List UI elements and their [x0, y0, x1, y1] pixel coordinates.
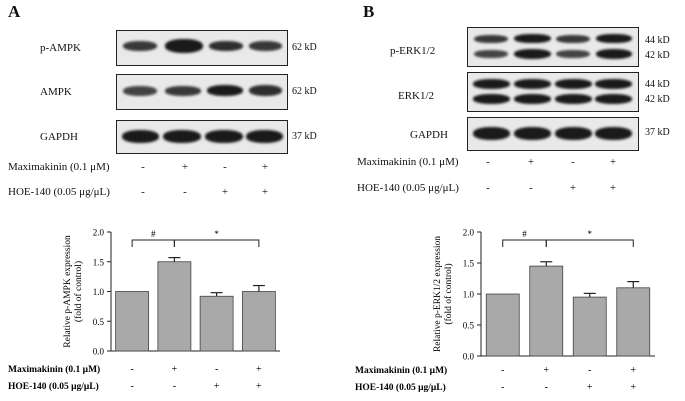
bar — [616, 287, 651, 357]
bar-chart-p-ampk: 0.0 0.5 1.0 1.5 2.0 Relative p-AMPK expressio… — [8, 228, 280, 392]
blot-label-ampk: AMPK — [40, 86, 72, 98]
treatment-sign: - — [501, 382, 504, 393]
kd-label-p-erk-42: 42 kD — [645, 50, 670, 61]
blot-label-p-erk: p-ERK1/2 — [390, 45, 436, 57]
sign: - — [141, 161, 145, 173]
treatment-sign: - — [130, 381, 133, 392]
sign: + — [609, 156, 617, 168]
y-axis-label-line: (fold of control) — [73, 261, 84, 322]
sign: + — [609, 182, 617, 194]
kd-label-p-erk-44: 44 kD — [645, 35, 670, 46]
treatment-label-maximakinin-b: Maximakinin (0.1 μM) — [357, 156, 459, 168]
treatment-label: HOE-140 (0.05 μg/μL) — [355, 382, 446, 393]
bar — [115, 291, 150, 352]
treatment-label-hoe-a: HOE-140 (0.05 μg/μL) — [8, 186, 110, 198]
sign: - — [486, 156, 490, 168]
y-axis-label: Relative p-ERK1/2 expression(fold of con… — [433, 236, 454, 352]
sign: + — [221, 186, 229, 198]
sign: + — [261, 186, 269, 198]
treatment-sign: + — [630, 365, 636, 376]
y-tick-label: 2.0 — [463, 228, 475, 238]
bar — [572, 296, 607, 357]
blot-label-p-ampk: p-AMPK — [40, 42, 81, 54]
panel-letter-a: A — [8, 2, 21, 21]
bar-chart-p-erk: 0.0 0.5 1.0 1.5 2.0 Relative p-ERK1/2 express… — [355, 228, 655, 393]
sign: + — [569, 182, 577, 194]
blot-ampk — [116, 74, 288, 110]
treatment-label: Maximakinin (0.1 μM) — [355, 365, 447, 376]
sign: - — [529, 182, 533, 194]
y-tick-label: 0.5 — [93, 317, 105, 327]
y-axis-label-line: Relative p-ERK1/2 expression — [433, 236, 443, 352]
sign: - — [486, 182, 490, 194]
y-tick-label: 2.0 — [93, 228, 105, 238]
y-tick-label: 1.5 — [463, 259, 475, 269]
significance-mark: # — [522, 229, 527, 239]
panel-letter-b: B — [363, 2, 375, 21]
treatment-sign: + — [256, 364, 262, 375]
y-axis-label: Relative p-AMPK expression(fold of contr… — [63, 235, 84, 348]
treatment-label-maximakinin-a: Maximakinin (0.1 μM) — [8, 161, 110, 173]
treatment-sign: - — [545, 382, 548, 393]
blot-label-gapdh-b: GAPDH — [410, 129, 448, 141]
treatment-sign: - — [173, 381, 176, 392]
bar — [241, 291, 276, 352]
sign: + — [261, 161, 269, 173]
treatment-sign: + — [630, 382, 636, 393]
blot-p-erk — [467, 27, 639, 67]
y-axis-label-line: Relative p-AMPK expression — [63, 235, 73, 348]
sign: + — [181, 161, 189, 173]
kd-label-gapdh-a: 37 kD — [292, 131, 317, 142]
treatment-sign: - — [501, 365, 504, 376]
treatment-label: HOE-140 (0.05 μg/μL) — [8, 381, 99, 392]
treatment-sign: - — [588, 365, 591, 376]
sign: + — [527, 156, 535, 168]
treatment-label-hoe-b: HOE-140 (0.05 μg/μL) — [357, 182, 459, 194]
treatment-label: Maximakinin (0.1 μM) — [8, 364, 100, 375]
kd-label-p-ampk: 62 kD — [292, 42, 317, 53]
bar — [485, 293, 520, 357]
significance-bracket — [545, 239, 634, 247]
sign: - — [223, 161, 227, 173]
sign: - — [183, 186, 187, 198]
blot-p-ampk — [116, 30, 288, 66]
significance-bracket — [502, 239, 547, 247]
kd-label-gapdh-b: 37 kD — [645, 127, 670, 138]
y-tick-label: 1.0 — [463, 290, 475, 300]
bar — [199, 295, 234, 352]
treatment-sign: + — [543, 365, 549, 376]
y-tick-label: 0.5 — [463, 321, 475, 331]
treatment-sign: - — [130, 364, 133, 375]
treatment-sign: + — [587, 382, 593, 393]
blot-label-erk: ERK1/2 — [398, 90, 435, 102]
treatment-sign: + — [256, 381, 262, 392]
significance-bracket — [173, 239, 260, 247]
y-axis-label-line: (fold of control) — [443, 263, 454, 324]
significance-mark: * — [588, 229, 593, 239]
y-tick-label: 0.0 — [93, 347, 105, 357]
treatment-sign: - — [215, 364, 218, 375]
significance-mark: * — [214, 229, 219, 239]
kd-label-erk-42: 42 kD — [645, 94, 670, 105]
sign: - — [141, 186, 145, 198]
bar — [157, 261, 192, 352]
blot-gapdh-b — [467, 117, 639, 151]
y-tick-label: 1.5 — [93, 257, 105, 267]
blot-erk — [467, 72, 639, 112]
y-tick-label: 1.0 — [93, 287, 105, 297]
significance-mark: # — [151, 229, 156, 239]
bar — [529, 265, 564, 357]
blot-gapdh-a — [116, 120, 288, 154]
kd-label-ampk: 62 kD — [292, 86, 317, 97]
blot-label-gapdh-a: GAPDH — [40, 131, 78, 143]
treatment-sign: + — [172, 364, 178, 375]
treatment-sign: + — [214, 381, 220, 392]
sign: - — [571, 156, 575, 168]
kd-label-erk-44: 44 kD — [645, 79, 670, 90]
significance-bracket — [131, 239, 175, 247]
y-tick-label: 0.0 — [463, 352, 475, 362]
